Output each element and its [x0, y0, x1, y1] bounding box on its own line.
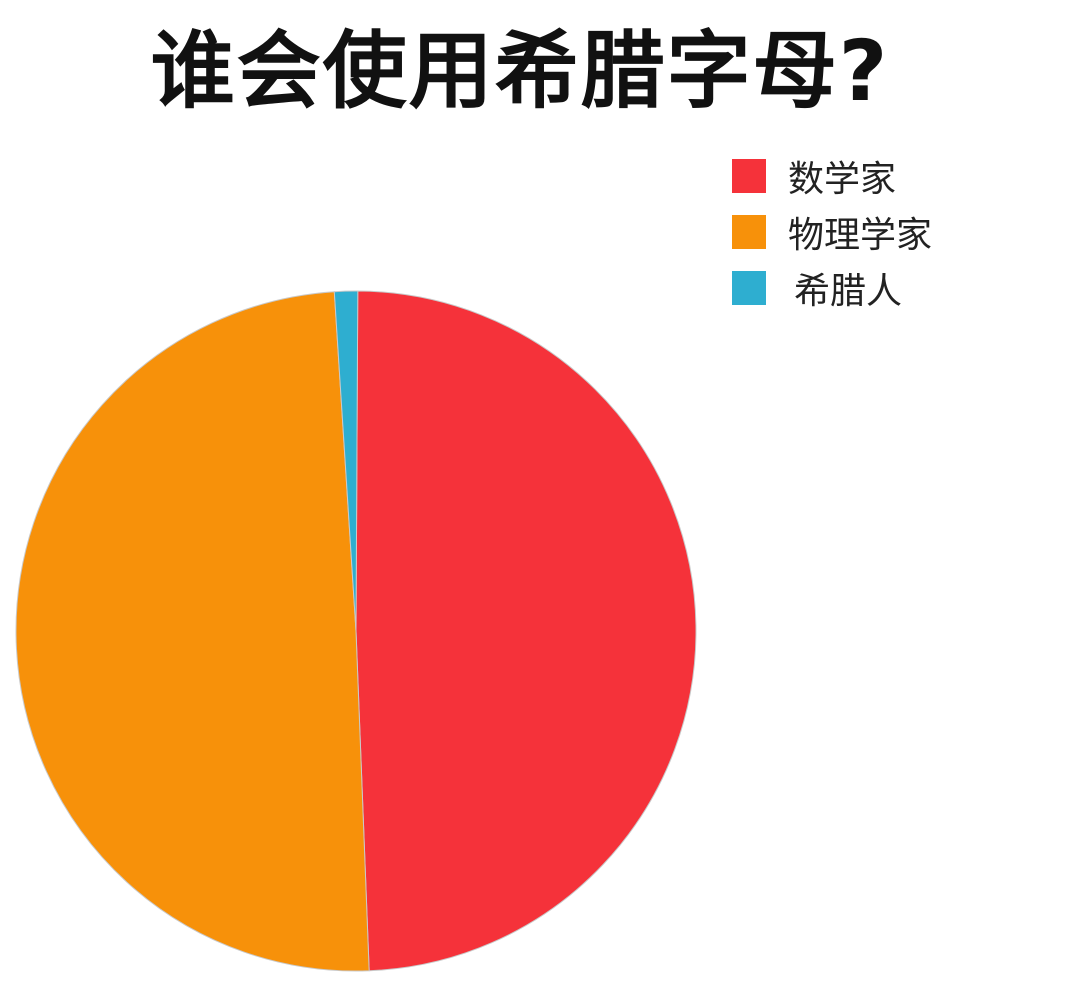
legend-swatch	[732, 215, 766, 249]
legend-label: 数学家	[788, 159, 897, 200]
legend: 数学家 物理学家 希腊人	[732, 148, 932, 316]
legend-label: 希腊人	[794, 271, 903, 312]
chart-title: 谁会使用希腊字母?	[150, 22, 890, 120]
legend-item: 物理学家	[732, 204, 932, 260]
legend-label: 物理学家	[788, 215, 933, 256]
legend-swatch	[732, 271, 766, 305]
legend-swatch	[732, 159, 766, 193]
pie-slice	[355, 290, 697, 972]
pie-slice	[333, 290, 359, 632]
legend-item: 希腊人	[732, 260, 932, 316]
legend-item: 数学家	[732, 148, 932, 204]
pie-slice	[15, 291, 370, 972]
